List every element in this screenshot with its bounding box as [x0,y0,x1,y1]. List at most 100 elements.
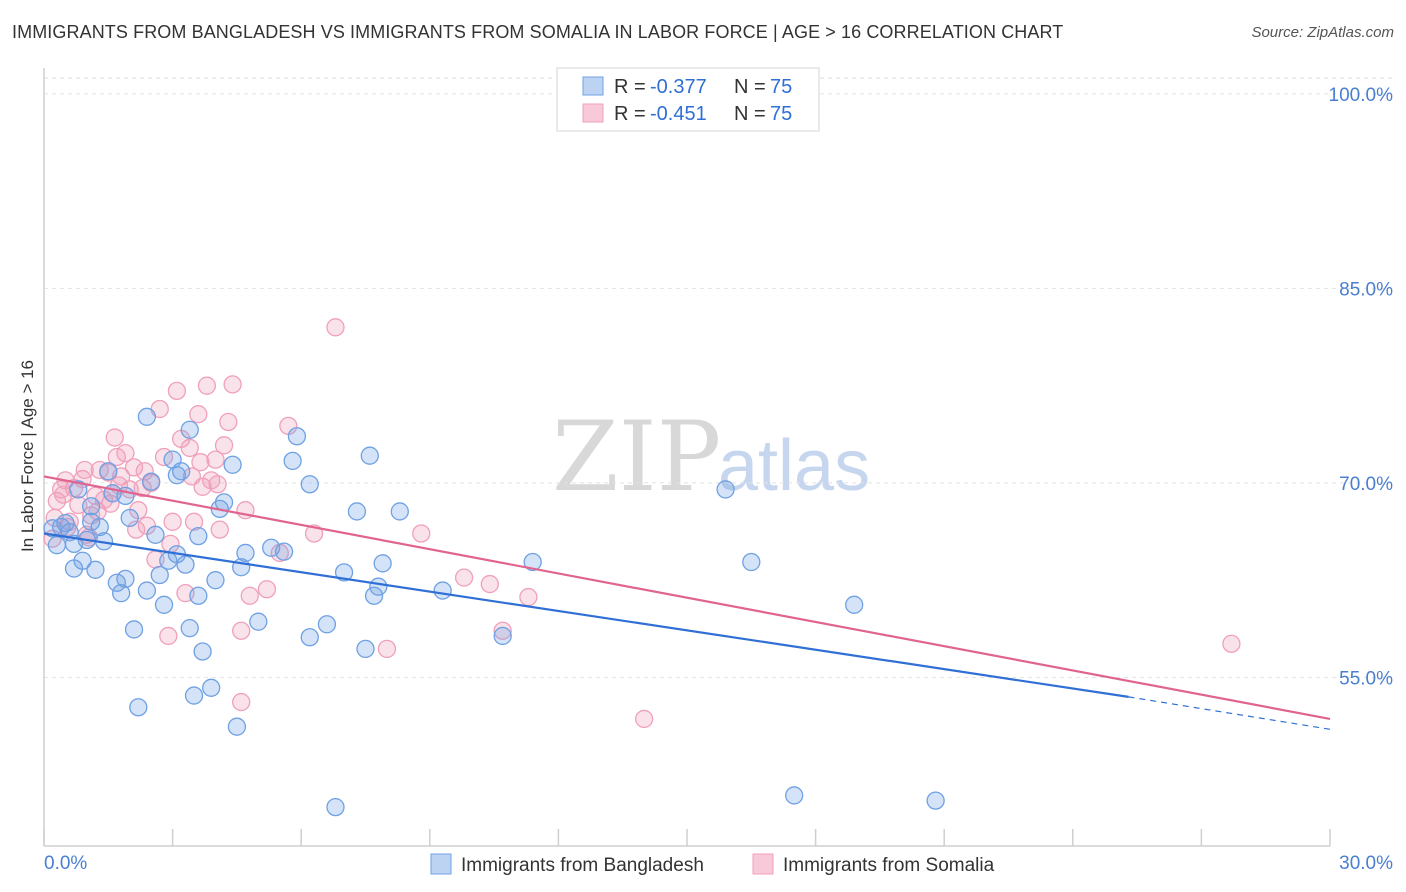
data-point-bangladesh [523,552,542,572]
data-point-somalia [210,520,229,539]
data-point-bangladesh [926,791,945,810]
y-tick-label: 55.0% [1339,668,1393,689]
y-axis-tick-labels: 55.0% 70.0% 85.0% 100.0% [1329,85,1394,690]
data-point-bangladesh [180,420,199,439]
data-point-somalia [191,453,210,472]
x-tick-label-min: 0.0% [44,853,87,874]
data-point-somalia [214,436,234,455]
data-point-bangladesh [137,581,157,600]
data-point-somalia [163,512,182,531]
data-point-bangladesh [300,628,319,647]
data-point-somalia [480,574,499,594]
bottom-legend-swatch-bangladesh [430,853,452,875]
data-point-bangladesh [493,626,512,646]
data-point-bangladesh [356,639,375,659]
data-point-bangladesh [107,573,127,592]
data-point-bangladesh [334,563,354,582]
data-point-bangladesh [180,619,199,638]
data-point-bangladesh [785,786,804,805]
y-axis-label: In Labor Force | Age > 16 [18,360,37,552]
bottom-legend-swatch-somalia [752,853,774,875]
legend-n-value-2: 75 [770,103,792,125]
data-point-bangladesh [223,455,242,474]
watermark-zip: ZIP [552,401,721,513]
data-point-bangladesh [364,586,384,605]
data-point-somalia [167,381,187,401]
data-point-bangladesh [274,542,294,561]
data-point-somalia [208,475,227,494]
data-point-bangladesh [137,407,157,426]
data-point-somalia [135,462,154,481]
data-point-bangladesh [326,797,345,817]
watermark: ZIP atlas [552,401,870,513]
legend-r-label-2: R = [614,103,646,125]
legend-n-label-1: N = [734,76,766,98]
data-point-bangladesh [249,612,268,631]
data-point-somalia [493,621,512,640]
data-point-bangladesh [176,555,195,574]
trend-line-bangladesh [43,532,1129,698]
data-point-bangladesh [69,480,88,499]
series-bangladesh-points [43,407,945,817]
data-point-bangladesh [142,472,161,491]
data-point-bangladesh [373,554,392,573]
data-point-bangladesh [360,446,379,465]
data-point-somalia [519,587,538,607]
y-tick-label: 100.0% [1329,85,1394,106]
data-point-bangladesh [227,717,247,736]
data-point-bangladesh [56,513,75,533]
data-point-bangladesh [317,615,337,634]
bottom-legend-label-bangladesh: Immigrants from Bangladesh [461,855,704,876]
data-point-bangladesh [159,551,178,570]
data-point-bangladesh [47,536,67,555]
data-point-somalia [454,568,474,587]
bottom-legend-label-somalia: Immigrants from Somalia [783,855,995,876]
data-point-somalia [232,692,251,712]
data-point-bangladesh [347,502,367,521]
data-point-somalia [232,621,251,640]
y-tick-label: 85.0% [1339,279,1393,300]
data-point-bangladesh [845,595,864,614]
data-point-bangladesh [433,581,452,600]
data-point-somalia [219,412,238,432]
trend-lines [43,475,1331,730]
x-axis-ticks [43,829,1331,846]
data-point-somalia [159,626,178,646]
data-point-somalia [223,375,242,394]
data-point-bangladesh [172,462,191,481]
data-point-somalia [182,467,202,486]
data-point-bangladesh [742,552,761,572]
data-point-bangladesh [82,512,101,531]
data-point-bangladesh [86,560,105,579]
data-point-somalia [107,447,127,467]
data-point-somalia [377,639,397,659]
data-point-somalia [326,318,345,337]
data-point-somalia [257,580,277,599]
data-point-bangladesh [189,586,208,605]
trend-line-somalia [43,475,1331,721]
data-point-bangladesh [202,678,221,697]
series-somalia-points [43,318,1241,729]
data-point-bangladesh [82,497,101,516]
data-point-bangladesh [124,620,144,639]
data-point-bangladesh [287,427,307,446]
legend-r-value-1: -0.377 [650,76,707,98]
data-point-somalia [189,405,208,424]
data-point-bangladesh [206,571,225,590]
legend-r-label-1: R = [614,76,646,98]
data-point-bangladesh [154,595,174,614]
data-point-bangladesh [283,451,302,471]
data-point-bangladesh [189,526,208,546]
data-point-bangladesh [716,480,735,499]
data-point-somalia [116,443,135,463]
data-point-bangladesh [390,502,409,521]
y-tick-label: 70.0% [1339,474,1393,495]
legend-n-value-1: 75 [770,76,792,98]
data-point-somalia [127,520,146,539]
data-point-somalia [412,524,431,543]
chart-title: IMMIGRANTS FROM BANGLADESH VS IMMIGRANTS… [12,22,1064,42]
data-point-bangladesh [120,508,139,528]
legend-swatch-somalia [582,103,604,123]
watermark-atlas: atlas [718,426,870,506]
